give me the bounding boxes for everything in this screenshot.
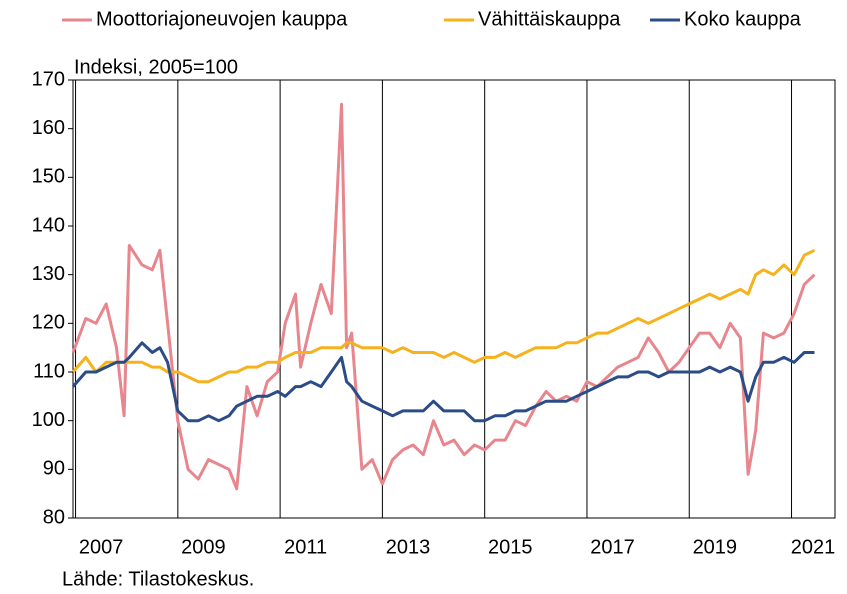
x-tick-label: 2021: [791, 536, 836, 558]
plot-frame: [72, 79, 836, 519]
y-tick-label: 100: [32, 409, 65, 431]
y-tick-label: 120: [32, 312, 65, 334]
y-tick-label: 150: [32, 166, 65, 188]
source-note: Lähde: Tilastokeskus.: [62, 568, 254, 590]
x-tick-label: 2013: [386, 536, 431, 558]
series-line: [71, 248, 816, 384]
series-line: [71, 341, 815, 423]
x-tick-label: 2019: [693, 536, 738, 558]
y-axis-label: Indeksi, 2005=100: [74, 56, 238, 78]
legend-label: Moottoriajoneuvojen kauppa: [96, 8, 348, 30]
y-tick-label: 140: [32, 214, 65, 236]
y-tick-label: 90: [43, 458, 65, 480]
legend-label: Vähittäiskauppa: [478, 8, 621, 30]
x-tick-label: 2009: [181, 536, 226, 558]
y-tick-label: 130: [32, 263, 65, 285]
x-tick-label: 2007: [79, 536, 124, 558]
x-tick-label: 2015: [488, 536, 533, 558]
y-tick-label: 170: [32, 68, 65, 90]
legend-label: Koko kauppa: [684, 8, 802, 30]
y-tick-label: 160: [32, 117, 65, 139]
x-tick-label: 2011: [284, 536, 327, 558]
x-tick-label: 2017: [590, 536, 635, 558]
series-line: [71, 102, 816, 491]
y-tick-label: 110: [33, 360, 65, 382]
y-tick-label: 80: [43, 506, 65, 528]
